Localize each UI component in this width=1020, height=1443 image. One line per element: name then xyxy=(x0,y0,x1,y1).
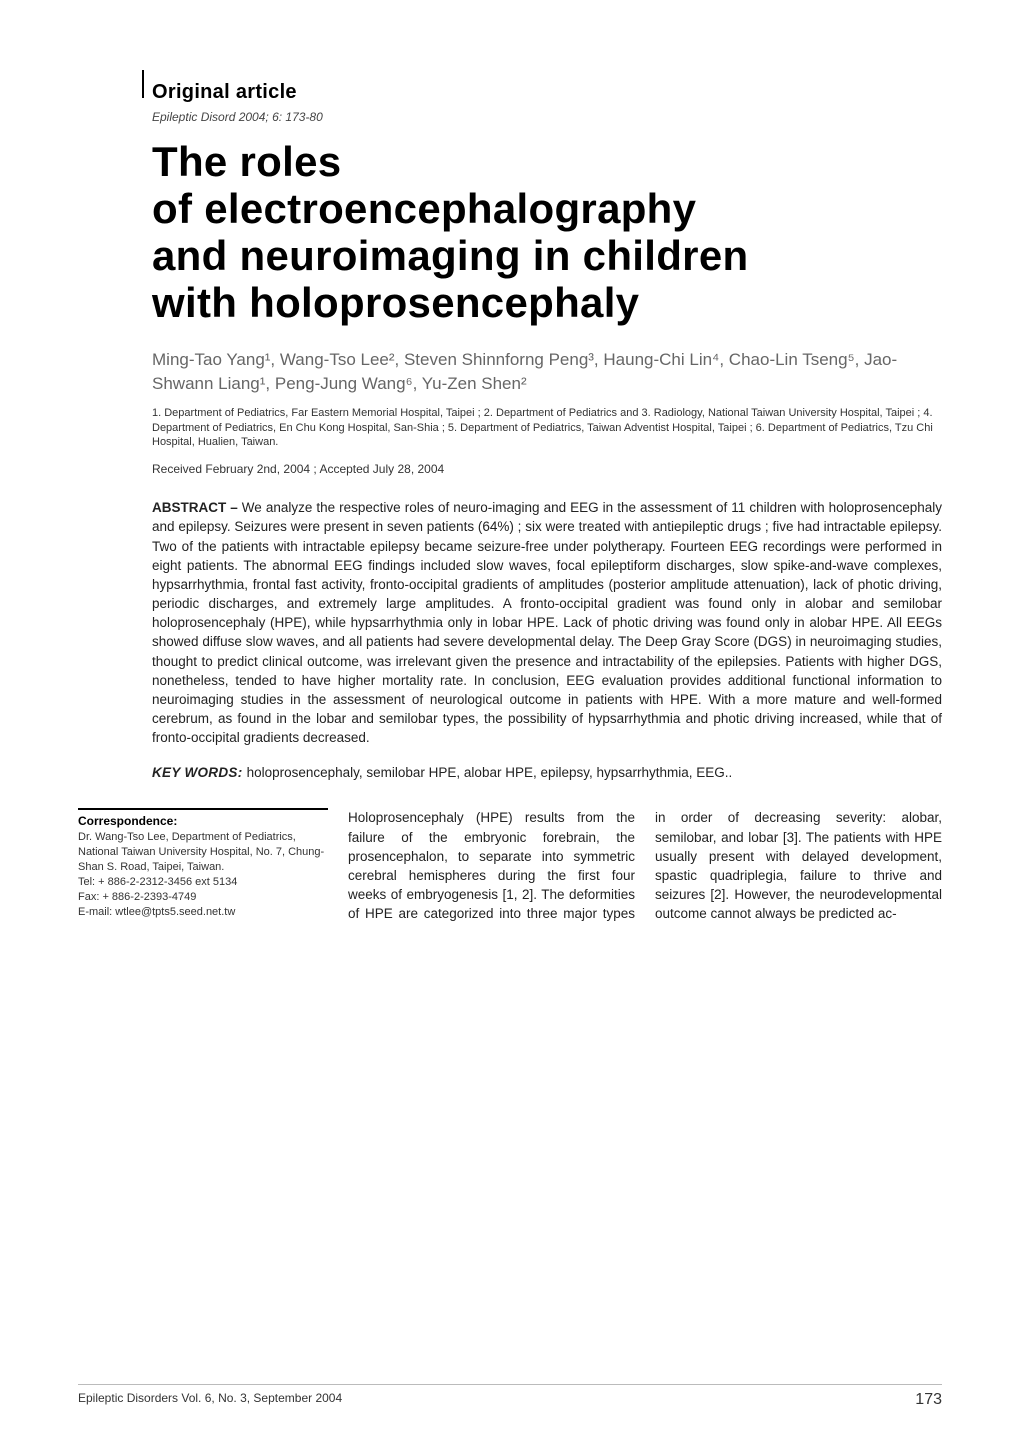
title-line-1: The roles xyxy=(152,138,341,185)
page: Original article Epileptic Disord 2004; … xyxy=(0,0,1020,966)
section-label: Original article xyxy=(152,81,297,104)
received-dates: Received February 2nd, 2004 ; Accepted J… xyxy=(152,462,942,476)
article-title: The roles of electroencephalography and … xyxy=(152,138,942,326)
affiliations: 1. Department of Pediatrics, Far Eastern… xyxy=(152,406,942,451)
correspondence-body: Dr. Wang-Tso Lee, Department of Pediatri… xyxy=(78,830,328,919)
keywords-label: KEY WORDS: xyxy=(152,765,247,780)
page-number: 173 xyxy=(915,1391,942,1409)
page-footer: Epileptic Disorders Vol. 6, No. 3, Septe… xyxy=(78,1384,942,1409)
bibliographic-reference: Epileptic Disord 2004; 6: 173-80 xyxy=(152,110,942,124)
title-line-3: and neuroimaging in children xyxy=(152,232,748,279)
body-text: Holoprosencephaly (HPE) results from the… xyxy=(348,808,942,925)
title-line-2: of electroencephalography xyxy=(152,185,696,232)
correspondence-label: Correspondence: xyxy=(78,814,328,828)
keywords-body: holoprosencephaly, semilobar HPE, alobar… xyxy=(247,765,733,780)
section-divider-bar xyxy=(142,70,144,98)
footer-journal-info: Epileptic Disorders Vol. 6, No. 3, Septe… xyxy=(78,1391,342,1409)
title-line-4: with holoprosencephaly xyxy=(152,279,639,326)
correspondence-rule xyxy=(78,808,328,810)
correspondence-block: Correspondence: Dr. Wang-Tso Lee, Depart… xyxy=(78,808,328,925)
author-list: Ming-Tao Yang¹, Wang-Tso Lee², Steven Sh… xyxy=(152,348,942,396)
abstract: ABSTRACT – We analyze the respective rol… xyxy=(152,498,942,747)
section-label-row: Original article xyxy=(78,70,942,104)
abstract-label: ABSTRACT – xyxy=(152,500,242,515)
abstract-body: We analyze the respective roles of neuro… xyxy=(152,500,942,745)
keywords: KEY WORDS: holoprosencephaly, semilobar … xyxy=(152,763,942,782)
lower-columns: Correspondence: Dr. Wang-Tso Lee, Depart… xyxy=(78,808,942,925)
